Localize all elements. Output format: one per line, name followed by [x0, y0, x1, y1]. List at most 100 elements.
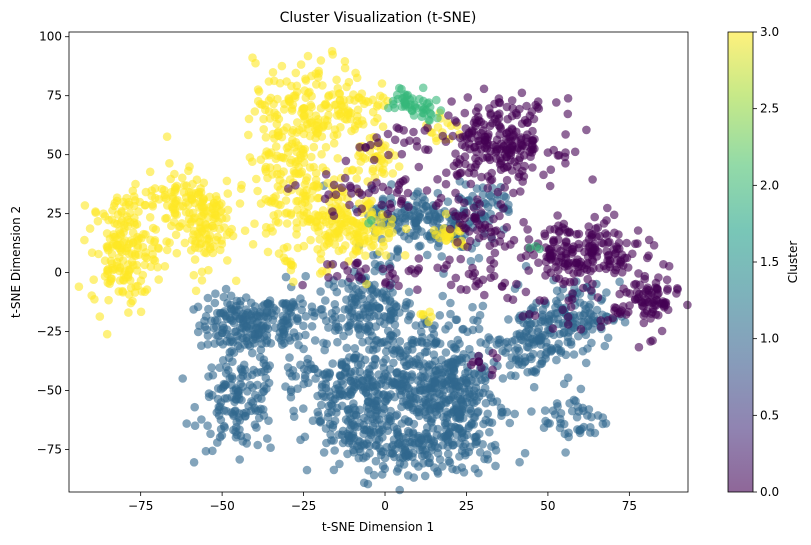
y-tick-label: 75: [47, 89, 62, 103]
scatter-point: [370, 231, 379, 241]
scatter-point: [353, 436, 363, 446]
scatter-point: [393, 246, 402, 255]
scatter-point: [299, 241, 309, 251]
scatter-point: [178, 374, 187, 383]
scatter-point: [229, 410, 238, 419]
scatter-point: [492, 397, 502, 406]
scatter-point: [303, 366, 312, 375]
scatter-point: [184, 166, 193, 176]
scatter-point: [527, 367, 537, 376]
scatter-point: [403, 188, 413, 198]
scatter-point: [108, 239, 118, 249]
scatter-point: [476, 117, 486, 127]
scatter-point: [422, 347, 431, 357]
scatter-point: [100, 212, 110, 221]
scatter-point: [364, 466, 373, 475]
scatter-point: [597, 238, 607, 248]
scatter-point: [227, 224, 236, 234]
scatter-point: [94, 249, 103, 259]
scatter-point: [328, 359, 338, 368]
scatter-point: [343, 405, 353, 414]
scatter-point: [145, 213, 155, 222]
scatter-point: [683, 300, 692, 310]
scatter-point: [162, 132, 172, 141]
scatter-point: [622, 288, 631, 297]
scatter-point: [408, 403, 418, 413]
colorbar-tick-label: 3.0: [760, 25, 779, 39]
scatter-point: [126, 236, 136, 245]
colorbar-tick-label: 1.5: [760, 255, 779, 269]
scatter-point: [190, 255, 200, 264]
scatter-point: [352, 229, 361, 238]
scatter-point: [369, 155, 379, 165]
scatter-point: [414, 359, 424, 369]
scatter-point: [87, 248, 97, 257]
scatter-point: [527, 354, 536, 364]
scatter-point: [453, 238, 462, 247]
scatter-point: [274, 218, 283, 227]
scatter-point: [301, 312, 311, 321]
scatter-point: [116, 218, 125, 227]
scatter-point: [370, 117, 379, 127]
scatter-point: [324, 323, 333, 332]
scatter-point: [454, 195, 463, 204]
scatter-point: [451, 188, 460, 198]
scatter-point: [355, 313, 365, 323]
scatter-point: [584, 222, 593, 231]
scatter-point: [355, 405, 365, 415]
scatter-point: [110, 232, 120, 242]
scatter-point: [261, 373, 271, 383]
colorbar: [728, 32, 753, 492]
scatter-point: [510, 409, 519, 419]
scatter-point: [281, 196, 291, 205]
scatter-point: [324, 279, 334, 289]
scatter-point: [119, 228, 128, 237]
scatter-point: [388, 288, 397, 297]
scatter-point: [324, 111, 333, 120]
scatter-point: [357, 95, 367, 105]
scatter-point: [430, 378, 440, 387]
scatter-point: [288, 100, 298, 110]
scatter-point: [476, 208, 486, 217]
scatter-point: [578, 346, 588, 356]
scatter-point: [409, 231, 419, 240]
scatter-point: [582, 125, 591, 135]
scatter-point: [201, 446, 211, 456]
scatter-point: [334, 246, 344, 256]
scatter-point: [615, 289, 624, 299]
scatter-point: [459, 383, 469, 393]
scatter-point: [397, 102, 407, 111]
scatter-point: [569, 350, 579, 359]
scatter-point: [566, 302, 576, 312]
scatter-point: [338, 438, 348, 448]
scatter-point: [438, 462, 447, 471]
scatter-point: [452, 377, 461, 387]
scatter-point: [385, 417, 394, 426]
scatter-point: [390, 135, 400, 145]
x-tick-label: −75: [128, 499, 153, 513]
scatter-point: [581, 358, 591, 368]
scatter-point: [304, 378, 313, 388]
scatter-point: [222, 176, 232, 186]
scatter-point: [596, 316, 605, 325]
scatter-point: [452, 118, 461, 127]
scatter-point: [298, 218, 308, 227]
scatter-point: [216, 245, 225, 255]
scatter-point: [433, 175, 442, 184]
scatter-point: [221, 284, 231, 294]
scatter-point: [330, 240, 340, 249]
scatter-point: [346, 215, 356, 225]
scatter-point: [214, 217, 223, 227]
scatter-point: [375, 91, 385, 101]
scatter-point: [311, 69, 321, 78]
scatter-point: [491, 461, 500, 471]
scatter-point: [443, 410, 453, 420]
scatter-point: [278, 311, 288, 321]
scatter-point: [437, 396, 446, 405]
scatter-point: [287, 81, 296, 91]
scatter-point: [431, 133, 441, 143]
scatter-point: [599, 219, 609, 228]
scatter-point: [475, 448, 485, 457]
scatter-point: [80, 235, 89, 245]
scatter-point: [461, 159, 470, 169]
